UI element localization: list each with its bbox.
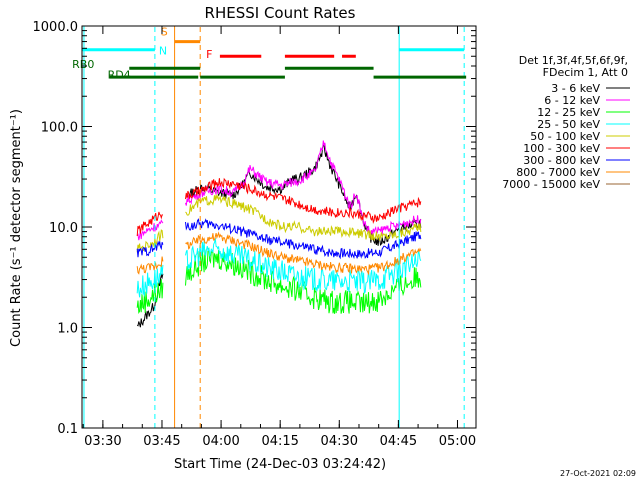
series-line-7 [136, 231, 422, 276]
y-tick-label: 0.1 [57, 422, 78, 437]
x-tick-label: 04:30 [321, 434, 358, 449]
y-tick-label: 100.0 [41, 121, 78, 136]
footer-date: 27-Oct-2021 02:09 [560, 469, 636, 478]
x-tick-label: 03:30 [84, 434, 121, 449]
flare-label: F [206, 48, 212, 61]
legend: Det 1f,3f,4f,5f,6f,9f,FDecim 1, Att 0 3 -… [502, 54, 630, 191]
legend-entry-label: 7000 - 15000 keV [502, 178, 600, 191]
plot-marks: NS F RB0 RD4 [72, 26, 467, 428]
rb0-label: RB0 [72, 58, 94, 71]
x-tick-label: 04:00 [202, 434, 239, 449]
legend-entry-label: 12 - 25 keV [537, 106, 600, 119]
legend-entry-label: 100 - 300 keV [523, 142, 600, 155]
y-tick-label: 1000.0 [33, 20, 79, 35]
y-tick-label: 1.0 [57, 322, 78, 337]
legend-header: FDecim 1, Att 0 [543, 66, 628, 79]
rd4-label: RD4 [108, 69, 131, 82]
x-tick-label: 03:45 [143, 434, 180, 449]
legend-entry-label: 50 - 100 keV [530, 130, 600, 143]
series-line-5 [136, 177, 422, 237]
x-axis-ticks: 03:30 03:45 04:00 04:15 04:30 04:45 05:00 [82, 26, 476, 449]
x-tick-label: 05:00 [439, 434, 476, 449]
legend-entry-label: 3 - 6 keV [551, 82, 600, 95]
x-tick-label: 04:15 [261, 434, 298, 449]
legend-header: Det 1f,3f,4f,5f,6f,9f, [519, 54, 628, 67]
y-axis-label: Count Rate (s⁻¹ detector segment⁻¹) [9, 109, 24, 347]
night-label: N [159, 45, 167, 58]
legend-entry-label: 25 - 50 keV [537, 118, 600, 131]
legend-entry-label: 6 - 12 keV [544, 94, 600, 107]
legend-entry-label: 300 - 800 keV [523, 154, 600, 167]
series-line-4 [136, 193, 422, 253]
x-axis-label: Start Time (24-Dec-03 03:24:42) [174, 457, 386, 472]
y-axis-ticks: 0.1 1.0 10.0 100.0 1000.0 [33, 20, 476, 437]
y-tick-label: 10.0 [49, 221, 78, 236]
legend-entry-label: 800 - 7000 keV [516, 166, 600, 179]
series-line-1 [136, 140, 422, 241]
x-tick-label: 04:45 [380, 434, 417, 449]
series-line-6 [136, 218, 422, 260]
saa-label: S [161, 26, 168, 39]
chart-title: RHESSI Count Rates [205, 4, 356, 22]
series-line-3 [136, 237, 422, 298]
